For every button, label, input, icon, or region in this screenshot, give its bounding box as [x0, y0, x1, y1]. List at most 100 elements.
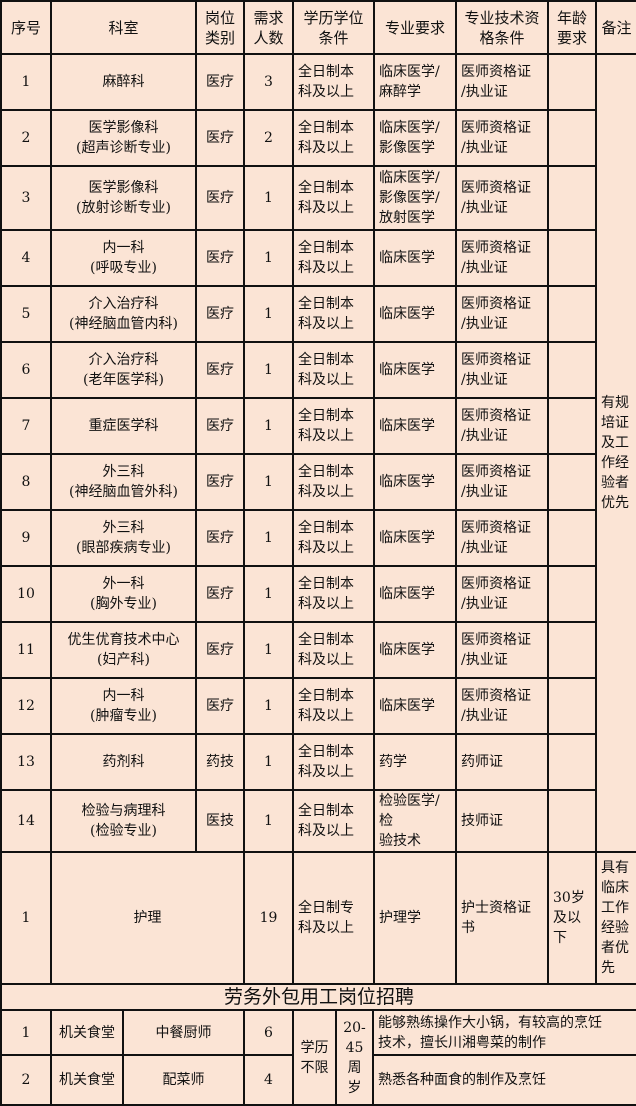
age-cell	[547, 565, 597, 623]
seq-cell: 1	[0, 1009, 52, 1056]
unit-cell: 机关食堂	[50, 1054, 124, 1106]
seq-cell: 4	[0, 229, 52, 287]
age-cell	[547, 621, 597, 679]
age-cell	[547, 789, 597, 853]
dept-cell: 外三科 (神经脑血管外科)	[50, 453, 197, 511]
category-cell: 医疗	[195, 229, 245, 287]
major-cell: 临床医学/ 麻醉学	[373, 53, 457, 111]
education-cell: 全日制本 科及以上	[292, 165, 375, 231]
category-cell: 医疗	[195, 109, 245, 167]
outsource-row: 1 机关食堂 中餐厨师 6 学历 不限 20- 45周 岁 能够熟练操作大小锅，…	[0, 1009, 636, 1106]
table-row: 9 外三科 (眼部疾病专业) 医疗 1 全日制本 科及以上 临床医学 医师资格证 /执业证	[0, 509, 636, 567]
count-cell: 1	[243, 341, 294, 399]
header-remark: 备注	[595, 0, 636, 55]
dept-cell: 麻醉科	[50, 53, 197, 111]
unit-cell: 机关食堂	[50, 1009, 124, 1056]
seq-cell: 13	[0, 733, 52, 791]
major-cell: 临床医学	[373, 677, 457, 735]
header-seq: 序号	[0, 0, 52, 55]
table-row: 3 医学影像科 (放射诊断专业) 医疗 1 全日制本 科及以上 临床医学/ 影像医学/ 放…	[0, 165, 636, 231]
major-cell: 临床医学	[373, 453, 457, 511]
major-cell: 临床医学	[373, 509, 457, 567]
major-cell: 临床医学	[373, 229, 457, 287]
table-row: 5 介入治疗科 (神经脑血管内科) 医疗 1 全日制本 科及以上 临床医学 医师资格证 /执…	[0, 285, 636, 343]
dept-cell: 外一科 (胸外专业)	[50, 565, 197, 623]
education-cell: 全日制本 科及以上	[292, 285, 375, 343]
education-cell: 全日制本 科及以上	[292, 453, 375, 511]
dept-cell: 医学影像科 (放射诊断专业)	[50, 165, 197, 231]
header-row: 序号 科室 岗位 类别 需求 人数 学历学位 条件 专业要求 专业技术资 格条件…	[0, 0, 636, 55]
category-cell: 药技	[195, 733, 245, 791]
table-row: 11 优生优育技术中心 (妇产科) 医疗 1 全日制本 科及以上 临床医学 医师资格证 /执…	[0, 621, 636, 679]
header-dept: 科室	[50, 0, 197, 55]
section-title: 劳务外包用工岗位招聘	[0, 983, 636, 1011]
table-row: 7 重症医学科 医疗 1 全日制本 科及以上 临床医学 医师资格证 /执业证	[0, 397, 636, 455]
age-cell	[547, 509, 597, 567]
dept-cell: 护理	[50, 851, 245, 985]
seq-cell: 8	[0, 453, 52, 511]
category-cell: 医疗	[195, 341, 245, 399]
seq-cell: 1	[0, 53, 52, 111]
dept-cell: 内一科 (呼吸专业)	[50, 229, 197, 287]
age-cell	[547, 677, 597, 735]
major-cell: 临床医学/ 影像医学/ 放射医学	[373, 165, 457, 231]
age-cell: 20- 45周 岁	[335, 1009, 374, 1106]
major-cell: 临床医学	[373, 621, 457, 679]
category-cell: 医疗	[195, 509, 245, 567]
category-cell: 医疗	[195, 397, 245, 455]
requirement-cell: 能够熟练操作大小锅，有较高的烹饪 技术，擅长川湘粤菜的制作	[371, 1009, 636, 1056]
header-education: 学历学位 条件	[292, 0, 375, 55]
age-cell	[547, 53, 597, 111]
age-cell	[547, 109, 597, 167]
dept-cell: 外三科 (眼部疾病专业)	[50, 509, 197, 567]
seq-cell: 9	[0, 509, 52, 567]
age-cell	[547, 285, 597, 343]
qualification-cell: 医师资格证 /执业证	[455, 53, 549, 111]
dept-cell: 优生优育技术中心 (妇产科)	[50, 621, 197, 679]
table-row: 4 内一科 (呼吸专业) 医疗 1 全日制本 科及以上 临床医学 医师资格证 /执业证	[0, 229, 636, 287]
count-cell: 19	[243, 851, 294, 985]
count-cell: 2	[243, 109, 294, 167]
education-cell: 全日制本 科及以上	[292, 397, 375, 455]
count-cell: 1	[243, 789, 294, 853]
qualification-cell: 医师资格证 /执业证	[455, 453, 549, 511]
dept-cell: 医学影像科 (超声诊断专业)	[50, 109, 197, 167]
count-cell: 6	[243, 1009, 294, 1056]
seq-cell: 7	[0, 397, 52, 455]
major-cell: 药学	[373, 733, 457, 791]
major-cell: 临床医学	[373, 565, 457, 623]
header-qualification: 专业技术资 格条件	[455, 0, 549, 55]
dept-cell: 介入治疗科 (神经脑血管内科)	[50, 285, 197, 343]
major-cell: 临床医学	[373, 341, 457, 399]
table-row: 14 检验与病理科 (检验专业) 医技 1 全日制本 科及以上 检验医学/检 验技术 技师证	[0, 789, 636, 853]
qualification-cell: 医师资格证 /执业证	[455, 565, 549, 623]
category-cell: 医疗	[195, 565, 245, 623]
table-row: 12 内一科 (肿瘤专业) 医疗 1 全日制本 科及以上 临床医学 医师资格证 /执业证	[0, 677, 636, 735]
qualification-cell: 医师资格证 /执业证	[455, 341, 549, 399]
education-cell: 全日制本 科及以上	[292, 733, 375, 791]
category-cell: 医疗	[195, 453, 245, 511]
qualification-cell: 技师证	[455, 789, 549, 853]
major-cell: 临床医学	[373, 397, 457, 455]
education-cell: 全日制本 科及以上	[292, 53, 375, 111]
outsource-table: 劳务外包用工岗位招聘 1 机关食堂 中餐厨师 6 学历 不限 20- 45周 岁…	[0, 983, 636, 1106]
education-cell: 全日制本 科及以上	[292, 509, 375, 567]
count-cell: 4	[243, 1054, 294, 1106]
count-cell: 1	[243, 397, 294, 455]
age-cell	[547, 733, 597, 791]
seq-cell: 5	[0, 285, 52, 343]
table-row: 1 麻醉科 医疗 3 全日制本 科及以上 临床医学/ 麻醉学 医师资格证 /执业证 有规 培证…	[0, 53, 636, 853]
header-category: 岗位 类别	[195, 0, 245, 55]
header-count: 需求 人数	[243, 0, 294, 55]
major-cell: 临床医学	[373, 285, 457, 343]
table-row: 2 医学影像科 (超声诊断专业) 医疗 2 全日制本 科及以上 临床医学/ 影像医学 医师资…	[0, 109, 636, 167]
qualification-cell: 医师资格证 /执业证	[455, 229, 549, 287]
category-cell: 医技	[195, 789, 245, 853]
qualification-cell: 医师资格证 /执业证	[455, 165, 549, 231]
remark-cell: 有规 培证 及工 作经 验者 优先	[595, 53, 636, 853]
education-cell: 全日制本 科及以上	[292, 789, 375, 853]
dept-cell: 重症医学科	[50, 397, 197, 455]
age-cell	[547, 341, 597, 399]
age-cell: 30岁 及以 下	[547, 851, 597, 985]
category-cell: 医疗	[195, 53, 245, 111]
